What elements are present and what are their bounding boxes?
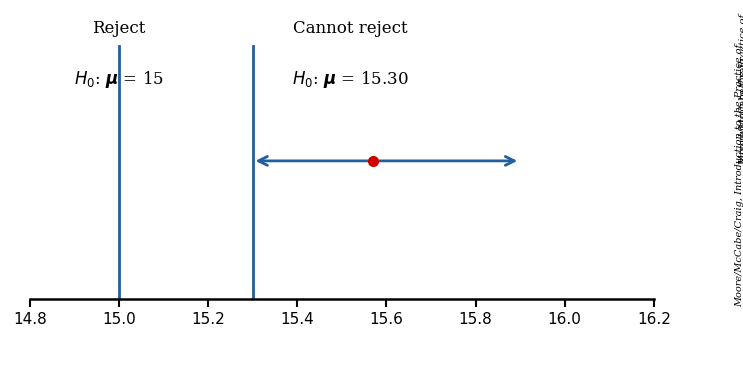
Text: $H_0$: $\boldsymbol{\mu}$ = 15: $H_0$: $\boldsymbol{\mu}$ = 15	[74, 69, 163, 90]
Text: Moore/McCabe/Craig, Introduction to the Practice of
Statistics, 10e, © 2021 W. H: Moore/McCabe/Craig, Introduction to the …	[736, 44, 743, 307]
Text: Introduction to the Practice of: Introduction to the Practice of	[739, 14, 743, 164]
Text: Reject: Reject	[92, 20, 146, 36]
Text: $H_0$: $\boldsymbol{\mu}$ = 15.30: $H_0$: $\boldsymbol{\mu}$ = 15.30	[293, 69, 409, 90]
Text: Moore/McCabe/Craig, ⁣: Moore/McCabe/Craig, ⁣	[739, 51, 743, 164]
Text: Cannot reject: Cannot reject	[293, 20, 408, 36]
